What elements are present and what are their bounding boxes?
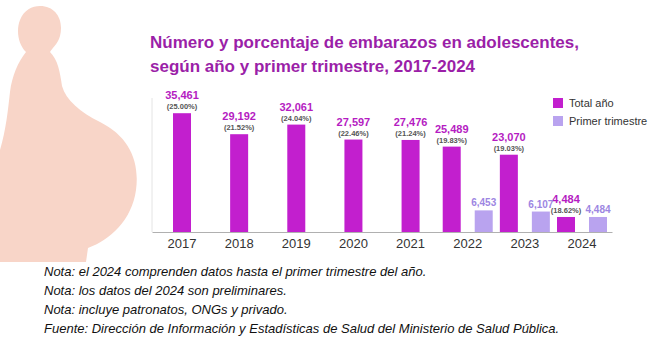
bar: [230, 134, 248, 232]
value-label: 32,061: [279, 101, 313, 113]
percent-label: (21.52%): [224, 123, 255, 132]
percent-label: (19.83%): [436, 136, 467, 145]
value-label: 29,192: [222, 110, 256, 122]
notes: Nota: el 2024 comprenden datos hasta el …: [44, 264, 559, 336]
x-axis-line: [153, 232, 613, 233]
bar: [402, 140, 420, 232]
x-tick-label: 2020: [339, 236, 368, 251]
value-label: 27,476: [394, 116, 428, 128]
note: Nota: los datos del 2024 son preliminare…: [44, 283, 287, 298]
note: Fuente: Dirección de Información y Estad…: [44, 321, 559, 336]
x-tick-label: 2023: [510, 236, 539, 251]
x-tick: 2018: [225, 232, 254, 251]
x-tick: 2022: [453, 232, 482, 251]
value-label: 23,070: [492, 131, 526, 143]
x-tick-label: 2018: [225, 236, 254, 251]
legend: Total año Primer trimestre: [553, 97, 647, 127]
bar: [532, 212, 550, 232]
value-label: 27,597: [337, 116, 371, 128]
bar: [344, 140, 362, 232]
chart-container: Número y porcentaje de embarazos en adol…: [0, 0, 665, 352]
value-label: 35,461: [165, 89, 199, 101]
x-tick: 2019: [282, 232, 311, 251]
percent-label: (25.00%): [167, 102, 198, 111]
note: Nota: el 2024 comprenden datos hasta el …: [44, 264, 426, 279]
bars: [173, 113, 607, 232]
x-tick-label: 2024: [568, 236, 597, 251]
x-tick: 2024: [568, 232, 597, 251]
value-label: 6,107: [528, 199, 553, 210]
bar: [287, 125, 305, 232]
value-label: 4,484: [585, 204, 610, 215]
percent-label: (24.04%): [281, 114, 312, 123]
x-tick: 2020: [339, 232, 368, 251]
percent-label: (21.24%): [395, 129, 426, 138]
note: Nota: incluye patronatos, ONGs y privado…: [44, 302, 288, 317]
x-tick-label: 2017: [168, 236, 197, 251]
percent-label: (22.46%): [338, 129, 369, 138]
value-label: 4,484: [552, 193, 580, 205]
bar: [173, 113, 191, 232]
legend-label: Total año: [569, 97, 614, 109]
title-line: Número y porcentaje de embarazos en adol…: [150, 33, 579, 52]
data-labels: 35,461(25.00%) 29,192(21.52%) 32,061(24.04…: [165, 89, 611, 215]
y-axis-line: [152, 98, 153, 232]
title-line: según año y primer trimestre, 2017-2024: [150, 57, 476, 76]
silhouette: [0, 6, 137, 262]
x-tick-label: 2021: [396, 236, 425, 251]
percent-label: (18.62%): [551, 206, 582, 215]
x-tick: 2021: [396, 232, 425, 251]
legend-swatch: [553, 116, 563, 126]
legend-label: Primer trimestre: [569, 115, 647, 127]
percent-label: (19.03%): [494, 144, 525, 153]
title: Número y porcentaje de embarazos en adol…: [150, 33, 579, 76]
x-tick-label: 2019: [282, 236, 311, 251]
x-tick-label: 2022: [453, 236, 482, 251]
bar: [475, 210, 493, 232]
legend-swatch: [553, 98, 563, 108]
x-tick: 2023: [510, 232, 539, 251]
value-label: 25,489: [435, 123, 469, 135]
bar: [589, 217, 607, 232]
x-tick: 2017: [168, 232, 197, 251]
value-label: 6,453: [471, 197, 496, 208]
x-axis: 2017 2018 2019 2020 2021 2022 2023 2024: [153, 232, 613, 251]
bar: [500, 155, 518, 232]
chart-svg: Número y porcentaje de embarazos en adol…: [0, 0, 665, 352]
bar: [557, 217, 575, 232]
bar: [443, 147, 461, 232]
